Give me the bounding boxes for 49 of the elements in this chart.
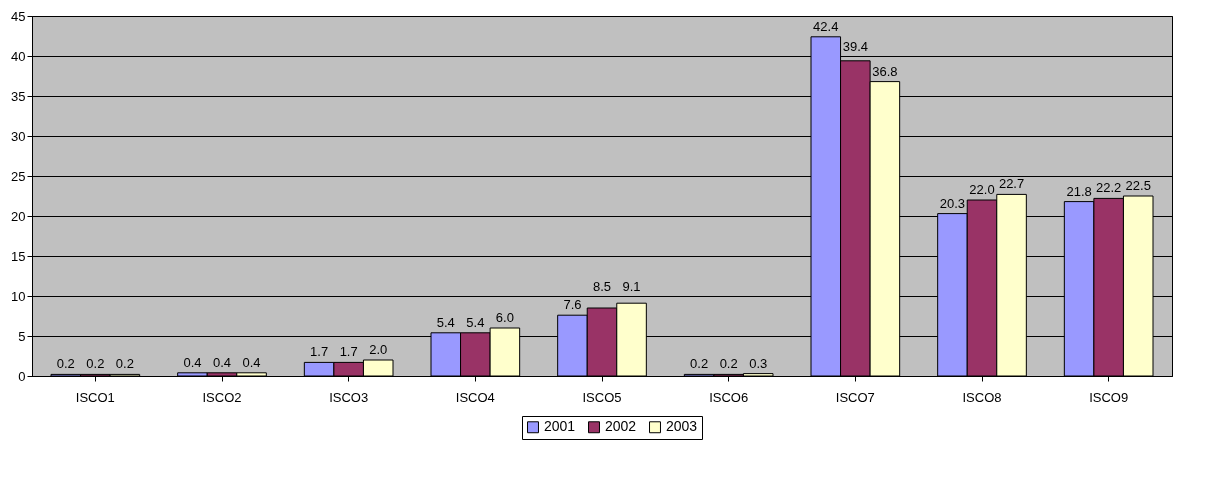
data-label: 39.4: [842, 39, 868, 54]
y-tick-label: 40: [11, 48, 26, 64]
data-label: 9.1: [622, 279, 641, 294]
data-label: 36.8: [872, 63, 898, 79]
data-label: 22.2: [1096, 180, 1122, 196]
data-label: 2.0: [369, 342, 388, 357]
data-label: 6.0: [495, 310, 514, 325]
y-tick-label: 0: [18, 368, 26, 384]
y-tick-label: 35: [11, 88, 26, 104]
y-tick-label: 15: [11, 248, 26, 264]
x-tick-label: ISCO4: [455, 389, 495, 405]
data-label: 5.4: [436, 314, 455, 330]
data-label: 7.6: [563, 297, 582, 313]
data-label: 1.7: [339, 344, 358, 360]
x-tick-label: ISCO7: [835, 389, 875, 405]
x-tick-label: ISCO6: [709, 389, 749, 405]
legend-label: 2001: [544, 418, 576, 435]
y-tick-label: 10: [11, 288, 26, 304]
y-tick-label: 45: [11, 8, 26, 24]
data-label: 22.7: [998, 176, 1025, 192]
y-tick-label: 30: [11, 128, 26, 144]
data-label: 1.7: [310, 344, 329, 360]
data-label: 20.3: [939, 195, 966, 211]
x-tick-label: ISCO8: [962, 389, 1002, 405]
data-label: 0.2: [719, 356, 738, 372]
y-tick-label: 25: [11, 168, 26, 184]
x-tick-label: ISCO1: [75, 389, 115, 405]
data-label: 0.4: [212, 354, 232, 370]
data-label: 8.5: [592, 279, 612, 294]
legend-label: 2002: [605, 418, 637, 435]
x-tick-label: ISCO9: [1089, 389, 1129, 405]
x-tick-label: ISCO5: [582, 389, 622, 405]
x-tick-label: ISCO2: [202, 389, 242, 405]
data-label: 22.5: [1125, 178, 1151, 193]
data-label: 0.2: [690, 356, 709, 372]
data-label: 0.3: [749, 355, 768, 371]
data-label: 0.4: [242, 354, 261, 370]
y-tick-label: 5: [18, 328, 26, 344]
legend-label: 2003: [666, 418, 698, 435]
y-tick-label: 20: [11, 208, 26, 224]
data-label: 0.2: [86, 356, 105, 372]
x-tick-label: ISCO3: [329, 389, 369, 405]
data-label: 0.4: [183, 354, 202, 370]
data-label: 21.8: [1066, 183, 1092, 199]
data-label: 42.4: [813, 18, 839, 34]
data-label: 0.2: [56, 356, 75, 372]
data-label: 5.4: [466, 314, 485, 330]
data-label: 22.0: [969, 182, 995, 197]
data-label: 0.2: [115, 356, 134, 372]
